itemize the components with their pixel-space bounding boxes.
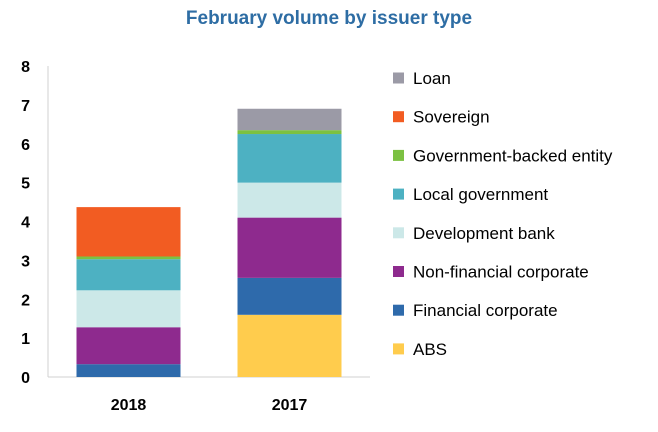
legend-swatch xyxy=(393,149,404,161)
y-tick-label: 4 xyxy=(21,215,30,232)
bar-segment xyxy=(237,134,342,183)
legend-swatch xyxy=(393,304,404,316)
legend-swatch xyxy=(393,266,404,277)
legend-label: Financial corporate xyxy=(413,301,558,320)
x-tick-label: 2017 xyxy=(272,397,308,414)
bar-segment xyxy=(237,182,342,218)
bar-segment xyxy=(76,259,181,291)
bar-segment xyxy=(76,364,181,377)
y-tick-label: 1 xyxy=(21,331,30,348)
bar-segment xyxy=(76,327,181,365)
legend-swatch xyxy=(393,72,404,84)
y-tick-label: 0 xyxy=(21,370,30,387)
legend-label: Development bank xyxy=(413,224,555,243)
y-tick-label: 5 xyxy=(21,176,30,193)
x-tick-label: 2018 xyxy=(111,397,147,414)
y-axis-ticks: 0 1 2 3 4 5 6 7 8 xyxy=(21,59,30,387)
legend-label: Loan xyxy=(413,69,451,88)
bar-segment xyxy=(237,314,342,377)
y-tick-label: 6 xyxy=(21,137,30,154)
legend-swatch xyxy=(393,188,404,200)
legend-swatch xyxy=(393,111,404,123)
bar-segment xyxy=(237,130,342,135)
bar-segment xyxy=(237,108,342,131)
legend-swatch xyxy=(393,343,404,355)
bar-segment xyxy=(237,277,342,315)
legend-label: Local government xyxy=(413,185,548,204)
y-tick-label: 2 xyxy=(21,292,30,309)
bar-segment xyxy=(237,217,342,278)
legend-label: Sovereign xyxy=(413,108,490,127)
legend-label: ABS xyxy=(413,340,447,359)
y-tick-label: 3 xyxy=(21,253,30,270)
plot-area xyxy=(47,66,370,378)
legend-label: Government-backed entity xyxy=(413,146,613,165)
legend: Loan Sovereign Government-backed entity Loc… xyxy=(393,69,613,359)
y-tick-label: 7 xyxy=(21,98,30,115)
bar-segment xyxy=(76,207,181,257)
y-tick-label: 8 xyxy=(21,59,30,76)
legend-swatch xyxy=(393,227,404,239)
x-axis-ticks: 2018 2017 xyxy=(111,397,308,414)
bar-segment xyxy=(76,290,181,328)
bar-segment xyxy=(76,256,181,260)
chart-title: February volume by issuer type xyxy=(185,8,473,29)
legend-label: Non-financial corporate xyxy=(413,263,589,282)
